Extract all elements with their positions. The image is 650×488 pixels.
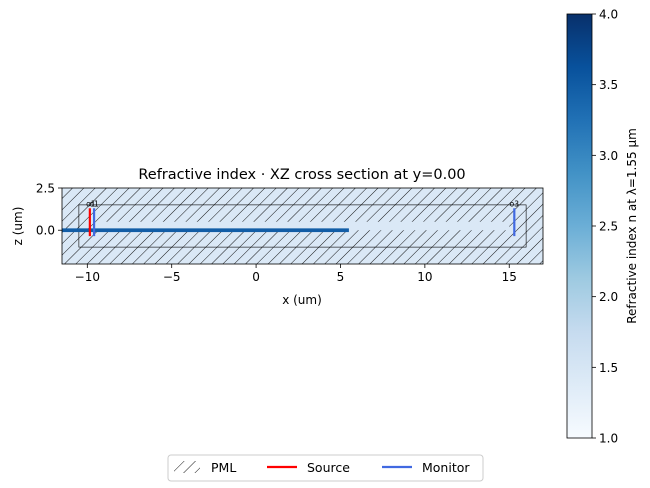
colorbar-tick-label: 1.0	[599, 432, 618, 446]
colorbar-label: Refractive index n at λ=1.55 μm	[625, 128, 639, 324]
colorbar-tick-label: 3.0	[599, 149, 618, 163]
x-tick-label: −10	[75, 270, 100, 284]
x-tick-label: 0	[252, 270, 260, 284]
x-tick-label: 10	[417, 270, 432, 284]
legend-source-label: Source	[307, 460, 350, 475]
axes-frame	[61, 187, 544, 265]
y-axis-label: z (um)	[11, 207, 25, 246]
source-label-0: o1	[86, 199, 96, 208]
colorbar-tick-label: 2.5	[599, 220, 618, 234]
colorbar: 1.0 1.5 2.0 2.5 3.0 3.5 4.0 Refractive index n…	[566, 8, 639, 446]
x-axis: −10 −5 0 5 10 15	[75, 264, 517, 284]
legend-pml-label: PML	[211, 460, 236, 475]
monitor-label-1: o3	[510, 199, 520, 208]
colorbar-tick-label: 1.5	[599, 361, 618, 375]
x-tick-label: 15	[502, 270, 517, 284]
y-axis: 0.0 2.5	[36, 182, 62, 238]
colorbar-tick-label: 4.0	[599, 8, 618, 22]
waveguide	[62, 228, 349, 233]
x-axis-label: x (um)	[282, 293, 322, 307]
legend-pml-swatch	[174, 461, 200, 473]
colorbar-gradient	[566, 13, 593, 439]
monitor-label-0: o1	[89, 199, 99, 208]
legend-monitor-label: Monitor	[422, 460, 470, 475]
y-tick-label: 0.0	[36, 224, 55, 238]
colorbar-tick-label: 3.5	[599, 78, 618, 92]
simulation-domain	[78, 204, 527, 248]
x-tick-label: 5	[337, 270, 345, 284]
y-tick-label: 2.5	[36, 182, 55, 196]
colorbar-tick-label: 2.0	[599, 290, 618, 304]
x-tick-label: −5	[163, 270, 181, 284]
legend: PML Source Monitor	[167, 454, 484, 482]
colorbar-ticks: 1.0 1.5 2.0 2.5 3.0 3.5 4.0	[592, 8, 618, 446]
chart-title: Refractive index · XZ cross section at y…	[138, 167, 465, 183]
legend-frame	[167, 454, 484, 482]
